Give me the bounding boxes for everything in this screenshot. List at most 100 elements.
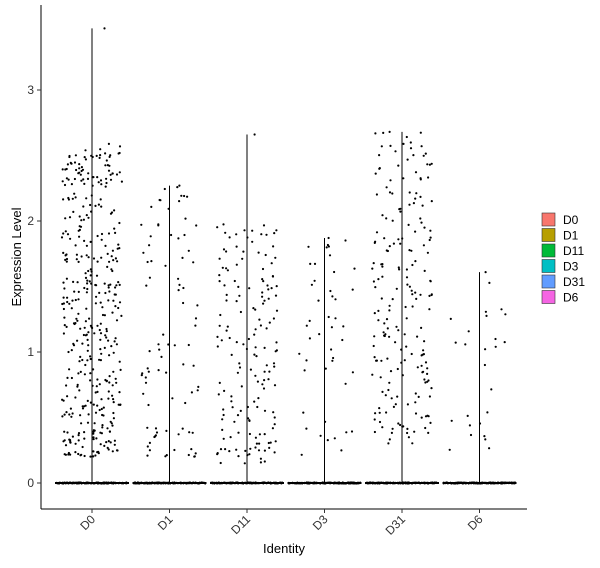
- data-point: [68, 216, 72, 219]
- data-point-max: [484, 271, 487, 274]
- data-point: [106, 427, 109, 430]
- data-point: [464, 343, 467, 346]
- data-point: [406, 283, 409, 286]
- data-point: [239, 310, 242, 314]
- data-point: [224, 231, 227, 234]
- data-point: [154, 434, 157, 437]
- data-point: [241, 257, 244, 260]
- data-point: [96, 324, 99, 327]
- data-point: [391, 298, 394, 301]
- data-point: [374, 172, 377, 175]
- data-point: [92, 450, 95, 453]
- data-point: [402, 142, 405, 145]
- data-point: [388, 438, 391, 441]
- data-point: [83, 156, 86, 159]
- data-point: [70, 415, 73, 418]
- data-point: [243, 462, 246, 465]
- data-point: [397, 422, 400, 425]
- data-point: [77, 298, 80, 301]
- data-point: [414, 392, 417, 395]
- data-point: [263, 433, 266, 436]
- data-point: [448, 448, 451, 451]
- data-point: [397, 164, 400, 167]
- data-point: [98, 328, 101, 332]
- data-point: [112, 370, 115, 373]
- data-point: [181, 427, 184, 430]
- data-point: [108, 375, 111, 378]
- data-point: [350, 430, 354, 433]
- data-point: [118, 391, 121, 394]
- data-point: [98, 291, 101, 294]
- data-point: [340, 449, 343, 452]
- data-point: [112, 299, 115, 302]
- data-point: [216, 345, 219, 348]
- data-point: [100, 407, 103, 411]
- data-point: [221, 418, 224, 421]
- data-point: [89, 240, 92, 243]
- data-point: [468, 424, 471, 427]
- data-point: [225, 250, 228, 253]
- data-point: [258, 433, 261, 436]
- data-point: [396, 367, 399, 371]
- data-point: [78, 171, 81, 174]
- data-point: [380, 297, 383, 300]
- data-point: [485, 314, 488, 317]
- data-point: [113, 443, 116, 446]
- data-point: [164, 264, 167, 267]
- y-tick-label: 1: [27, 345, 34, 359]
- data-point: [428, 238, 431, 242]
- data-point: [92, 436, 95, 439]
- data-point: [94, 302, 97, 305]
- data-point: [99, 443, 102, 446]
- data-point: [118, 283, 121, 286]
- data-point: [60, 236, 64, 239]
- data-point: [228, 450, 231, 453]
- data-point: [488, 447, 491, 450]
- data-point: [83, 286, 86, 290]
- data-point: [68, 368, 71, 371]
- data-point: [375, 359, 378, 362]
- data-point: [107, 448, 110, 451]
- data-point: [107, 440, 110, 443]
- data-point: [272, 362, 276, 365]
- data-point: [424, 361, 428, 364]
- data-point: [61, 180, 64, 183]
- data-point: [382, 131, 385, 134]
- data-point: [415, 192, 418, 195]
- data-point: [148, 441, 151, 444]
- data-point: [275, 309, 279, 312]
- data-point: [274, 294, 278, 297]
- data-point: [86, 359, 89, 362]
- data-point: [115, 173, 119, 176]
- data-point: [87, 172, 90, 175]
- data-point: [107, 169, 111, 172]
- data-point: [114, 257, 117, 260]
- data-point: [225, 299, 228, 302]
- legend-swatch: [541, 243, 556, 258]
- data-point: [228, 236, 231, 239]
- data-point: [233, 420, 236, 423]
- data-point: [105, 441, 108, 444]
- data-point: [423, 226, 426, 229]
- data-point: [82, 218, 85, 221]
- data-point: [94, 411, 98, 414]
- data-point: [231, 406, 234, 409]
- data-point: [79, 414, 82, 417]
- data-point: [84, 272, 87, 275]
- data-point: [113, 340, 116, 343]
- data-point: [399, 242, 402, 245]
- data-point: [110, 345, 113, 348]
- x-tick-label: D31: [383, 512, 409, 538]
- data-point: [428, 395, 431, 398]
- data-point: [427, 379, 430, 382]
- data-point: [394, 403, 397, 406]
- data-point: [272, 411, 275, 414]
- data-point: [73, 290, 76, 293]
- data-point: [119, 368, 122, 371]
- data-point: [324, 367, 327, 370]
- data-point: [87, 344, 90, 347]
- data-point: [237, 455, 240, 458]
- legend-label: D0: [563, 213, 579, 227]
- data-point: [372, 280, 375, 283]
- data-point: [238, 362, 241, 365]
